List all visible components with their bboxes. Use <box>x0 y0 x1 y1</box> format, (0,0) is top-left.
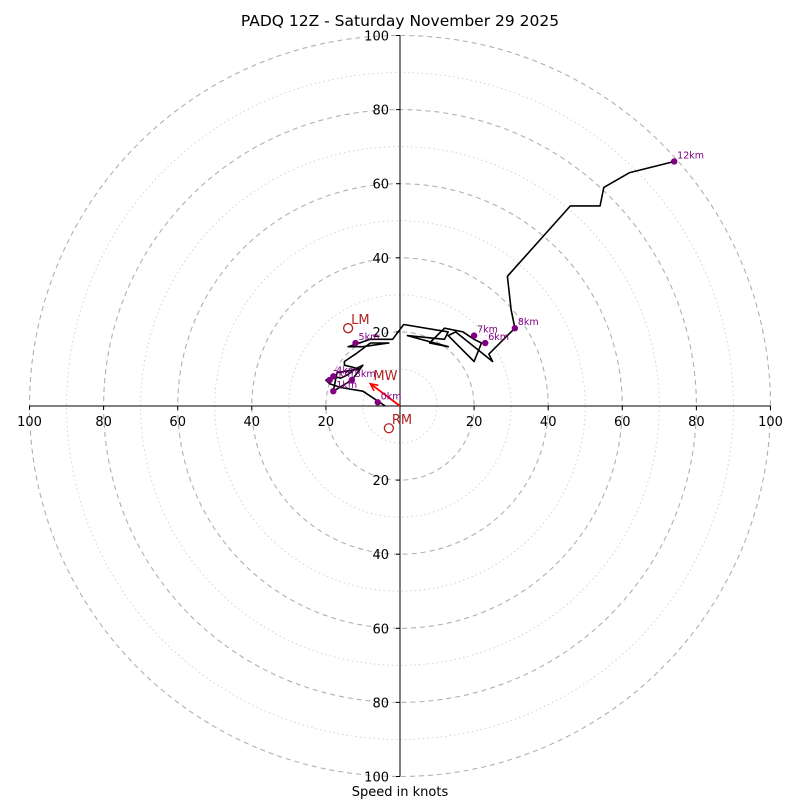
mean-wind-arrow <box>369 383 401 407</box>
x-tick-labels: 100 80 60 40 20 20 40 60 80 100 <box>17 406 783 430</box>
height-label-6km: 6km <box>488 332 509 343</box>
height-label-4km: 4km <box>336 365 357 376</box>
height-label-7km: 7km <box>477 325 498 336</box>
y-tick-label: 20 <box>372 474 389 489</box>
height-marker-5km <box>352 339 359 347</box>
hodograph-trace <box>325 160 675 407</box>
y-tick-label: 20 <box>372 326 389 341</box>
y-tick-label: 40 <box>372 252 389 267</box>
right-mover-marker <box>383 423 395 434</box>
x-tick-label: 80 <box>95 415 112 430</box>
left-mover-marker <box>342 323 354 334</box>
x-tick-label: 20 <box>466 415 483 430</box>
height-marker-3km <box>348 376 356 384</box>
lm-label: LM <box>351 313 369 328</box>
y-tick-label: 40 <box>372 548 389 563</box>
height-label-1km: 1km <box>336 380 357 391</box>
y-tick-label: 80 <box>372 696 389 711</box>
height-marker-1km <box>330 387 337 395</box>
x-tick-label: 40 <box>540 415 557 430</box>
x-tick-label: 40 <box>244 415 261 430</box>
x-tick-label: 80 <box>688 415 705 430</box>
x-tick-label: 60 <box>614 415 631 430</box>
height-label-3km: 3km <box>355 369 376 380</box>
height-marker-0km <box>374 399 381 406</box>
x-tick-label: 20 <box>318 415 335 430</box>
height-label-2km: 2km <box>333 369 354 380</box>
storm-motion: MW LM RM <box>342 313 412 434</box>
x-tick-label: 100 <box>17 415 42 430</box>
y-tick-label: 100 <box>364 30 389 45</box>
chart-title: PADQ 12Z - Saturday November 29 2025 <box>241 12 559 30</box>
x-axis-label: Speed in knots <box>352 785 449 800</box>
x-tick-label: 100 <box>758 415 783 430</box>
rm-label: RM <box>392 413 412 428</box>
height-label-0km: 0km <box>381 391 402 402</box>
y-tick-labels: 100 80 60 40 20 20 40 60 80 100 <box>364 30 400 786</box>
height-marker-7km <box>470 332 478 339</box>
x-tick-label: 60 <box>169 415 186 430</box>
height-marker-8km <box>511 324 519 332</box>
height-marker-12km <box>670 158 678 165</box>
mean-wind-arrowhead <box>368 382 379 392</box>
mw-label: MW <box>373 369 397 384</box>
y-tick-label: 100 <box>364 771 389 786</box>
hodograph-line <box>325 160 675 407</box>
height-label-12km: 12km <box>677 150 704 161</box>
height-marker-4km <box>330 373 337 380</box>
height-marker-6km <box>482 339 489 347</box>
y-tick-label: 60 <box>372 178 389 193</box>
height-label-8km: 8km <box>518 317 539 328</box>
y-tick-label: 80 <box>372 104 389 119</box>
y-tick-label: 60 <box>372 622 389 637</box>
height-label-5km: 5km <box>359 332 380 343</box>
